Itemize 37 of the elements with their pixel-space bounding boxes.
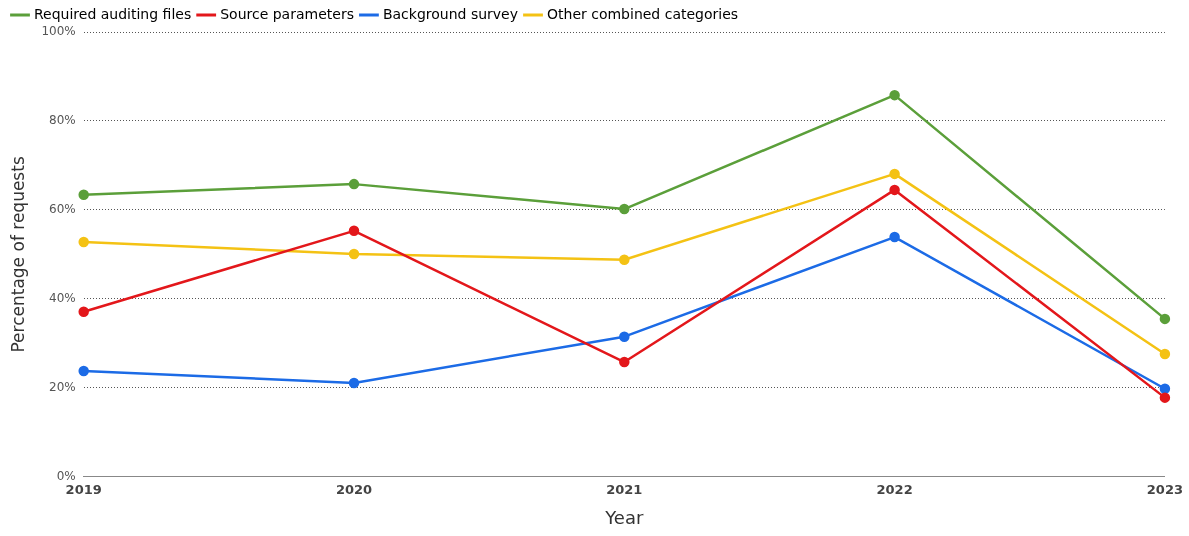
- x-tick-label: 2021: [606, 481, 643, 497]
- point: [348, 248, 360, 260]
- x-tick-label: 2019: [65, 481, 102, 497]
- point: [889, 168, 900, 180]
- y-axis-title: Percentage of requests: [7, 156, 28, 353]
- x-tick-label: 2020: [335, 481, 373, 497]
- y-tick-label: 0%: [56, 468, 76, 483]
- y-tick-label: 80%: [49, 113, 76, 128]
- point: [619, 356, 630, 368]
- y-tick-label: 100%: [41, 24, 76, 39]
- point: [348, 178, 360, 190]
- point: [348, 377, 360, 389]
- y-tick-label: 20%: [49, 379, 76, 394]
- y-tick-label: 40%: [49, 291, 76, 306]
- legend-label: Other combined categories: [547, 5, 739, 22]
- y-tick-label: 60%: [49, 202, 76, 217]
- point: [889, 89, 900, 101]
- point: [889, 231, 900, 243]
- x-tick-label: 2022: [876, 481, 913, 497]
- point: [78, 365, 89, 377]
- legend-label: Source parameters: [220, 5, 354, 22]
- x-tick-label: 2023: [1146, 481, 1183, 497]
- point: [348, 225, 360, 237]
- point: [78, 236, 89, 248]
- x-axis-title: Year: [604, 506, 644, 528]
- legend-label: Background survey: [382, 5, 519, 22]
- point: [78, 306, 89, 318]
- point: [619, 331, 630, 342]
- legend-label: Required auditing files: [34, 5, 192, 22]
- point: [1159, 313, 1171, 325]
- point: [889, 184, 900, 196]
- point: [1159, 348, 1171, 360]
- point: [1159, 383, 1171, 394]
- point: [78, 189, 89, 201]
- point: [619, 203, 630, 215]
- point: [1159, 392, 1171, 403]
- point: [619, 254, 630, 265]
